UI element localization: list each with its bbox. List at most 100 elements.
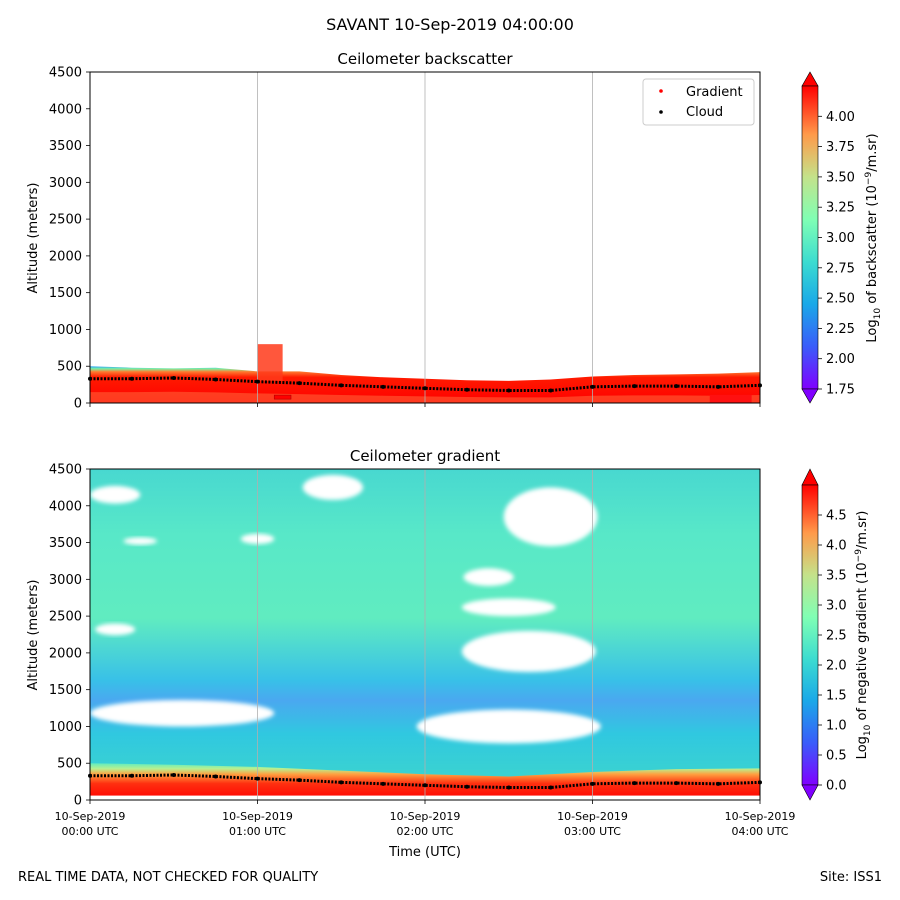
cloud-base-point <box>590 781 595 786</box>
cloud-base-point <box>506 388 511 393</box>
y-tick-label: 4500 <box>49 66 82 81</box>
backscatter-y-ticks: 0 500 1000 1500 2000 2500 3000 3500 4000 4500 <box>49 66 90 412</box>
cloud-base-point <box>464 784 469 789</box>
legend-cloud-marker <box>659 110 663 114</box>
gradient-data-gap <box>123 537 157 545</box>
colorbar-tick-label: 2.00 <box>826 352 855 367</box>
cloud-base-point <box>129 376 134 381</box>
x-tick-time: 04:00 UTC <box>731 825 788 838</box>
cloud-base-point <box>381 384 386 389</box>
colorbar-tick-label: 2.5 <box>826 629 847 644</box>
cloud-base-point <box>255 776 260 781</box>
y-tick-label: 3000 <box>49 573 82 588</box>
y-tick-label: 1500 <box>49 286 82 301</box>
gradient-data-gap <box>95 623 136 636</box>
x-tick-time: 02:00 UTC <box>396 825 453 838</box>
y-tick-label: 500 <box>57 757 82 772</box>
y-tick-label: 0 <box>74 794 82 809</box>
colorbar-tick-label: 1.5 <box>826 689 847 704</box>
cloud-base-point <box>171 375 176 380</box>
backscatter-gradient-mark <box>273 394 292 400</box>
cloud-base-point <box>632 384 637 389</box>
gradient-title: Ceilometer gradient <box>350 447 500 465</box>
cloud-base-point <box>171 772 176 777</box>
gradient-data-gap <box>90 699 275 727</box>
colorbar-tick-label: 3.00 <box>826 231 855 246</box>
colorbar-tick-label: 3.50 <box>826 170 855 185</box>
colorbar-tick-label: 1.75 <box>826 383 855 398</box>
colorbar-tick-label: 4.0 <box>826 539 847 554</box>
colorbar-tick-label: 2.25 <box>826 322 855 337</box>
colorbar-tick-label: 0.0 <box>826 779 847 794</box>
cloud-base-point <box>423 386 427 391</box>
backscatter-cloud-series <box>88 375 762 393</box>
y-tick-label: 500 <box>57 360 82 375</box>
cloud-base-point <box>674 384 679 389</box>
x-tick-date: 10-Sep-2019 <box>390 810 461 823</box>
cloud-base-point <box>213 377 218 382</box>
colorbar-tick-label: 0.5 <box>826 749 847 764</box>
gradient-data-gap <box>302 474 364 500</box>
cloud-base-point <box>339 780 344 785</box>
x-axis-label: Time (UTC) <box>388 845 461 860</box>
x-tick-time: 03:00 UTC <box>564 825 621 838</box>
cloud-base-point <box>548 388 553 393</box>
backscatter-gridlines <box>257 72 593 403</box>
y-tick-label: 1500 <box>49 683 82 698</box>
cloud-base-point <box>423 783 427 788</box>
cloud-base-point <box>129 773 134 778</box>
gradient-gridlines <box>257 469 593 800</box>
gradient-data-gap <box>503 487 598 547</box>
backscatter-colorbar-label: Log10 of backscatter (10−9/m.sr) <box>864 133 883 342</box>
y-tick-label: 2500 <box>49 213 82 228</box>
cloud-base-point <box>506 785 511 790</box>
x-tick-time: 00:00 UTC <box>61 825 118 838</box>
backscatter-title: Ceilometer backscatter <box>337 50 513 68</box>
backscatter-legend[interactable]: Gradient Cloud <box>642 78 755 126</box>
y-tick-label: 4000 <box>49 499 82 514</box>
gradient-data-gap <box>463 568 514 586</box>
colorbar-tick-label: 3.25 <box>826 201 855 216</box>
colorbar-tick-label: 3.75 <box>826 140 855 155</box>
colorbar-tick-label: 2.50 <box>826 292 855 307</box>
colorbar-tick-label: 2.75 <box>826 261 855 276</box>
x-tick-time: 01:00 UTC <box>229 825 286 838</box>
y-tick-label: 1000 <box>49 323 82 338</box>
x-tick-date: 10-Sep-2019 <box>55 810 126 823</box>
y-tick-label: 3500 <box>49 536 82 551</box>
y-tick-label: 0 <box>74 397 82 412</box>
cloud-base-point <box>716 781 721 786</box>
gradient-colorbar <box>801 468 819 801</box>
gradient-colorbar-ticks: 0.0 0.5 1.0 1.5 2.0 2.5 3.0 3.5 4.0 4.5 <box>818 509 847 794</box>
backscatter-surface-patch <box>709 394 752 403</box>
cloud-base-point <box>674 781 679 786</box>
cloud-base-point <box>590 384 595 389</box>
colorbar-tick-label: 4.00 <box>826 110 855 125</box>
cloud-base-point <box>632 781 637 786</box>
y-tick-label: 4000 <box>49 102 82 117</box>
x-tick-date: 10-Sep-2019 <box>725 810 796 823</box>
y-tick-label: 2000 <box>49 249 82 264</box>
x-tick-date: 10-Sep-2019 <box>557 810 628 823</box>
cloud-base-point <box>297 381 302 386</box>
colorbar-tick-label: 2.0 <box>826 659 847 674</box>
backscatter-y-axis-label: Altitude (meters) <box>26 183 41 294</box>
cloud-base-point <box>213 774 218 779</box>
cloud-base-point <box>297 778 302 783</box>
legend-gradient-marker <box>659 89 663 93</box>
colorbar-tick-label: 3.0 <box>826 599 847 614</box>
gradient-data-gap <box>461 598 556 617</box>
backscatter-colorbar <box>801 71 819 404</box>
cloud-base-point <box>339 383 344 388</box>
y-tick-label: 1000 <box>49 720 82 735</box>
backscatter-x-ticks <box>89 403 761 407</box>
gradient-x-ticks: 10-Sep-2019 00:00 UTC 10-Sep-2019 01:00 UTC… <box>55 800 796 838</box>
quality-disclaimer: REAL TIME DATA, NOT CHECKED FOR QUALITY <box>18 870 319 885</box>
cloud-base-point <box>381 781 386 786</box>
cloud-base-point <box>255 379 260 384</box>
colorbar-tick-label: 1.0 <box>826 719 847 734</box>
legend-cloud-label: Cloud <box>686 105 723 120</box>
y-tick-label: 2500 <box>49 610 82 625</box>
cloud-base-point <box>464 387 469 392</box>
